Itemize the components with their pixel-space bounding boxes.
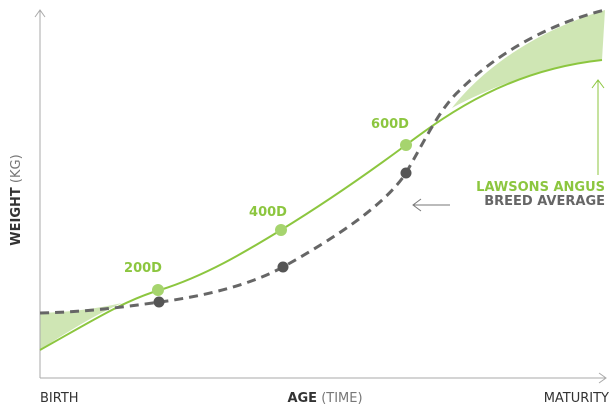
x-label-light: (TIME) — [321, 391, 362, 406]
lawsons-point — [275, 224, 287, 236]
lawsons-arrowhead — [591, 79, 605, 89]
y-axis-label: WEIGHT (KG) — [9, 154, 24, 245]
breed-arrowhead — [412, 198, 422, 212]
point-label: 600D — [371, 117, 409, 132]
lawsons-curve — [39, 59, 603, 351]
breed-point — [153, 296, 165, 308]
fill-left — [40, 303, 122, 350]
fill-right — [452, 10, 605, 108]
y-label-bold: WEIGHT — [9, 187, 24, 246]
lawsons-point — [152, 284, 164, 296]
x-start-label: BIRTH — [40, 391, 79, 406]
x-axis-label: AGE (TIME) — [287, 391, 362, 406]
breed-point — [400, 167, 412, 179]
breed-curve — [39, 8, 606, 315]
legend-lawsons: LAWSONS ANGUS — [476, 180, 605, 195]
point-label: 200D — [124, 261, 162, 276]
x-end-label: MATURITY — [544, 391, 609, 406]
lawsons-point — [400, 139, 412, 151]
point-label: 400D — [249, 205, 287, 220]
x-arrow — [598, 372, 607, 384]
y-arrow — [34, 9, 46, 18]
legend-breed: BREED AVERAGE — [484, 194, 605, 209]
breed-point — [277, 261, 289, 273]
y-label-light: (KG) — [9, 154, 24, 183]
x-label-bold: AGE — [287, 391, 317, 406]
